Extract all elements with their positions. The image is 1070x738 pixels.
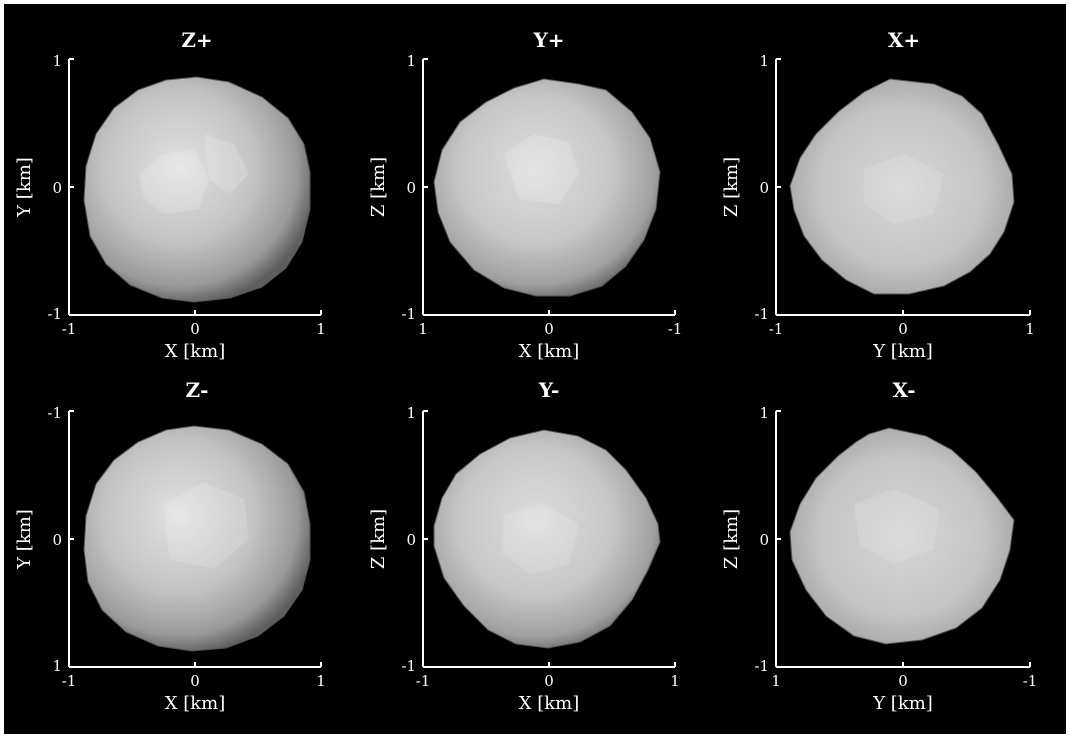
y-tick-label: -1: [47, 404, 62, 422]
x-tick-label: -1: [668, 320, 683, 338]
y-tick-label: 1: [406, 52, 416, 70]
x-tick-label: 1: [1025, 320, 1035, 338]
y-tick-label: 1: [52, 52, 62, 70]
x-axis-label: Y [km]: [872, 693, 933, 714]
panel-y-plus: Y+ 1 0 -1 1 0 -1 X [km] Z [km]: [368, 28, 682, 362]
x-tick-label: 0: [190, 672, 200, 690]
y-tick-label: 0: [52, 179, 62, 197]
surface-highlight: [864, 154, 944, 224]
x-tick-label: 0: [898, 672, 908, 690]
panel-y-minus: Y- 1 0 -1 -1 0 1 X [km] Z [km]: [368, 378, 680, 714]
y-tick-label: 0: [759, 179, 769, 197]
panel-title: Z-: [186, 378, 209, 402]
axes: [68, 58, 322, 316]
x-tick-label: -1: [416, 672, 431, 690]
y-tick-label: 0: [406, 531, 416, 549]
y-axis-label: Y [km]: [14, 157, 35, 218]
axes: [422, 410, 676, 668]
x-axis-label: X [km]: [165, 693, 226, 714]
panel-title: Y-: [538, 378, 560, 402]
surface-highlight: [854, 489, 939, 564]
y-axis-label: Z [km]: [721, 157, 742, 217]
axes: [422, 58, 676, 316]
x-tick-label: 1: [771, 672, 781, 690]
x-tick-label: 1: [316, 320, 326, 338]
y-axis-label: Z [km]: [368, 157, 389, 217]
asteroid-shape: [789, 427, 1015, 645]
x-axis-label: X [km]: [165, 341, 226, 362]
asteroid-shape: [433, 429, 661, 649]
x-tick-label: -1: [769, 320, 784, 338]
x-tick-label: 1: [418, 320, 428, 338]
y-axis-label: Z [km]: [721, 509, 742, 569]
surface-highlight: [502, 504, 579, 574]
y-tick-label: 1: [52, 657, 62, 675]
y-axis-label: Z [km]: [368, 509, 389, 569]
axes: [775, 58, 1031, 316]
y-tick-label: 1: [406, 404, 416, 422]
panel-x-minus: X- 1 0 -1 1 0 -1 Y [km] Z [km]: [721, 378, 1037, 714]
x-tick-label: 1: [670, 672, 680, 690]
surface-highlight: [164, 482, 249, 569]
y-tick-label: 1: [759, 404, 769, 422]
x-axis-label: X [km]: [519, 341, 580, 362]
asteroid-shape: [433, 78, 661, 297]
y-axis-label: Y [km]: [14, 509, 35, 570]
x-tick-label: -1: [62, 672, 77, 690]
axes: [68, 410, 322, 668]
y-tick-label: 0: [406, 179, 416, 197]
y-tick-label: -1: [754, 305, 769, 323]
asteroid-shape: [83, 76, 311, 303]
y-tick-label: -1: [754, 657, 769, 675]
y-tick-label: 0: [759, 531, 769, 549]
x-tick-label: 0: [898, 320, 908, 338]
asteroid-shape: [789, 78, 1015, 295]
asteroid-shape: [83, 425, 311, 652]
panel-z-plus: Z+ 1 0 -1 -1 0 1 X [km] Y [km]: [14, 28, 326, 362]
x-tick-label: 0: [544, 672, 554, 690]
axes: [775, 410, 1031, 668]
y-tick-label: -1: [47, 305, 62, 323]
x-tick-label: 0: [190, 320, 200, 338]
panel-title: X-: [892, 378, 915, 402]
panel-x-plus: X+ 1 0 -1 -1 0 1 Y [km] Z [km]: [721, 28, 1035, 362]
y-tick-label: 0: [52, 531, 62, 549]
y-tick-label: -1: [401, 657, 416, 675]
y-tick-label: 1: [759, 52, 769, 70]
asteroid-views-figure: Z+ 1 0 -1 -1 0 1 X [km] Y [km]: [14, 28, 1037, 714]
panel-title: Z+: [181, 28, 212, 52]
panel-title: X+: [888, 28, 920, 52]
figure-canvas: Z+ 1 0 -1 -1 0 1 X [km] Y [km]: [4, 4, 1066, 734]
x-tick-label: -1: [1023, 672, 1038, 690]
surface-highlight: [139, 134, 249, 214]
x-tick-label: 0: [544, 320, 554, 338]
surface-highlight: [504, 134, 579, 204]
x-tick-label: -1: [62, 320, 77, 338]
panel-z-minus: Z- -1 0 1 -1 0 1 X [km] Y [km]: [14, 378, 326, 714]
panel-title: Y+: [532, 28, 564, 52]
y-tick-label: -1: [401, 305, 416, 323]
x-axis-label: Y [km]: [872, 341, 933, 362]
x-tick-label: 1: [316, 672, 326, 690]
x-axis-label: X [km]: [519, 693, 580, 714]
